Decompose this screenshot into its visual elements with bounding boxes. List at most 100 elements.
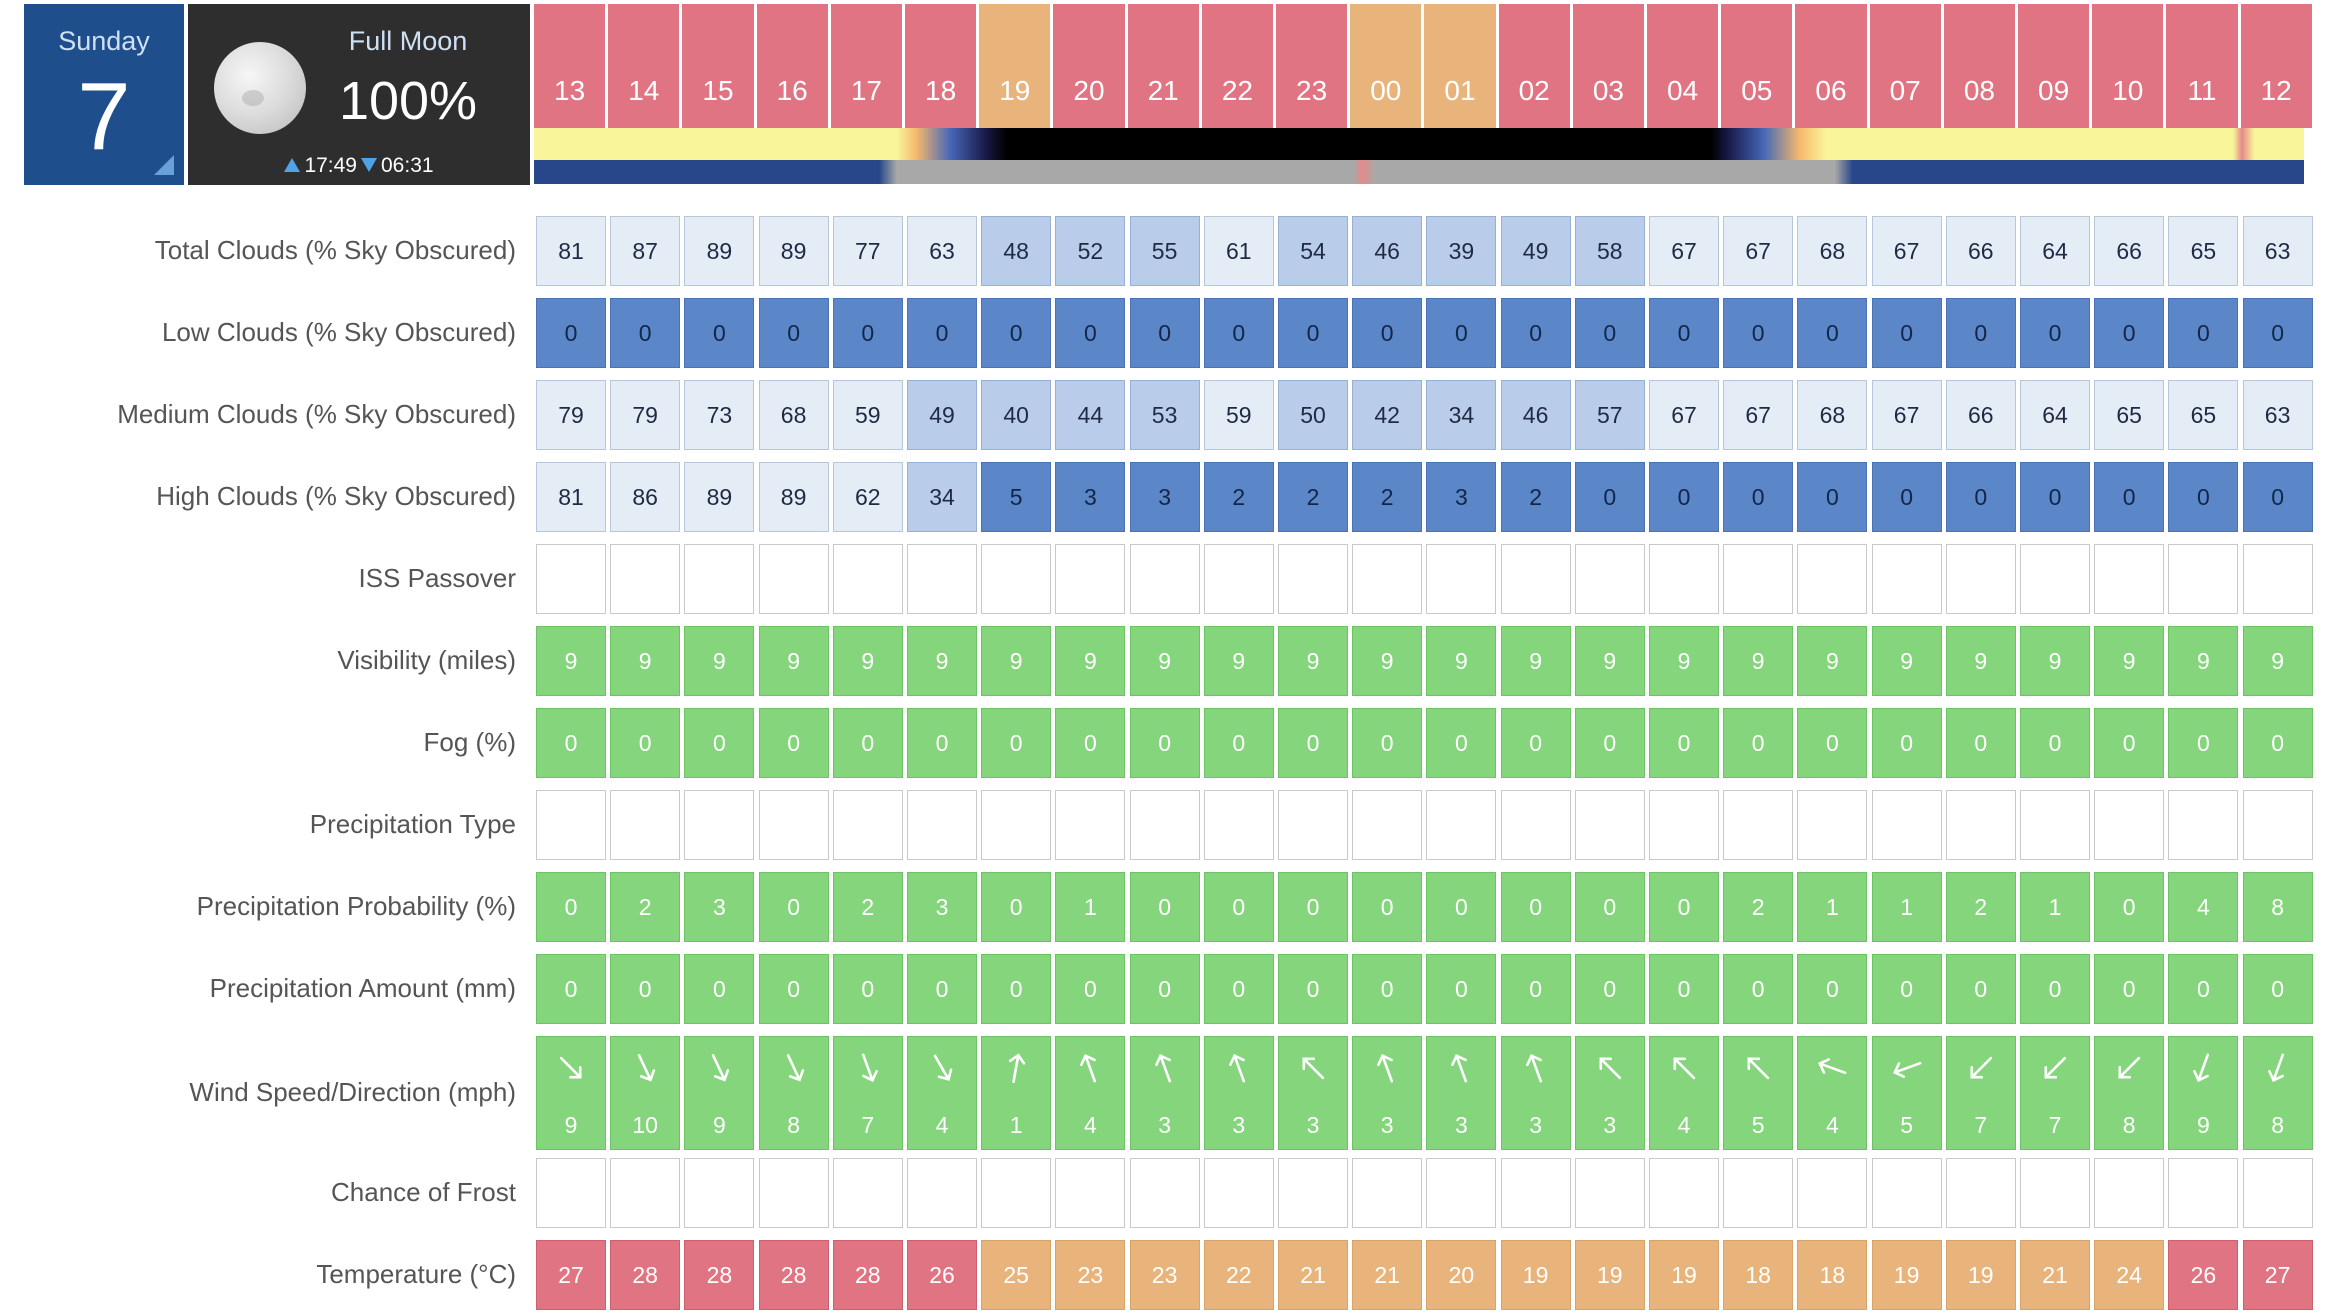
cell-precip_prob-22: 0 (1203, 872, 1274, 942)
cell-fog-06: 0 (1797, 708, 1868, 778)
wind-speed: 7 (1974, 1112, 1988, 1138)
cell-frost-14 (610, 1158, 681, 1228)
cell-precip_prob-16: 0 (758, 872, 829, 942)
cell-frost-20 (1055, 1158, 1126, 1228)
expand-corner-icon[interactable] (154, 155, 174, 175)
cell-medium_clouds-16: 68 (758, 380, 829, 450)
cell-iss_passover-03 (1574, 544, 1645, 614)
cell-precip_type-07 (1871, 790, 1942, 860)
cell-iss_passover-17 (832, 544, 903, 614)
moon-times: 17:49 06:31 (188, 154, 530, 178)
cell-visibility-04: 9 (1649, 626, 1719, 696)
wind-direction-arrow-icon (1154, 1054, 1171, 1083)
wind-speed: 1 (1009, 1112, 1023, 1138)
cell-iss_passover-23 (1278, 544, 1348, 614)
cell-precip_type-19 (981, 790, 1052, 860)
cell-medium_clouds-04: 67 (1649, 380, 1719, 450)
day-panel[interactable]: Sunday 7 (24, 4, 184, 185)
cell-precip_amount-08: 0 (1945, 954, 2016, 1024)
cell-visibility-13: 9 (536, 626, 606, 696)
cell-precip_amount-05: 0 (1723, 954, 1794, 1024)
cell-precip_type-16 (758, 790, 829, 860)
cell-precip_type-02 (1500, 790, 1571, 860)
cell-low_clouds-16: 0 (758, 298, 829, 368)
wind-speed: 3 (1380, 1112, 1394, 1138)
cell-iss_passover-12 (2242, 544, 2313, 614)
cell-precip_prob-08: 2 (1945, 872, 2016, 942)
cell-low_clouds-23: 0 (1278, 298, 1348, 368)
hour-18: 18 (905, 4, 977, 128)
cell-low_clouds-00: 0 (1352, 298, 1423, 368)
cell-high_clouds-05: 0 (1723, 462, 1794, 532)
cell-fog-13: 0 (536, 708, 606, 778)
cell-precip_amount-07: 0 (1871, 954, 1942, 1024)
cell-precip_prob-18: 3 (907, 872, 977, 942)
cell-temperature-01: 20 (1426, 1240, 1497, 1310)
cell-medium_clouds-00: 42 (1352, 380, 1423, 450)
cell-total_clouds-10: 66 (2094, 216, 2165, 286)
cell-precip_prob-10: 0 (2094, 872, 2165, 942)
cell-temperature-18: 26 (907, 1240, 977, 1310)
cell-fog-15: 0 (684, 708, 755, 778)
row-label-fog: Fog (%) (423, 727, 516, 757)
cell-wind-04: 4 (1649, 1036, 1719, 1150)
cell-fog-18: 0 (907, 708, 977, 778)
cell-wind-06: 4 (1797, 1036, 1868, 1150)
cell-medium_clouds-17: 59 (832, 380, 903, 450)
cell-low_clouds-13: 0 (536, 298, 606, 368)
row-label-frost: Chance of Frost (331, 1177, 516, 1207)
cell-precip_amount-02: 0 (1500, 954, 1571, 1024)
cell-medium_clouds-12: 63 (2242, 380, 2313, 450)
hour-17: 17 (830, 4, 902, 128)
cell-visibility-14: 9 (610, 626, 681, 696)
cell-total_clouds-03: 58 (1574, 216, 1645, 286)
row-label-precip_type: Precipitation Type (309, 809, 516, 839)
cell-low_clouds-02: 0 (1500, 298, 1571, 368)
cell-wind-15: 9 (684, 1036, 755, 1150)
cell-visibility-16: 9 (758, 626, 829, 696)
cell-iss_passover-18 (907, 544, 977, 614)
wind-speed: 9 (564, 1112, 578, 1138)
cell-frost-21 (1129, 1158, 1200, 1228)
cell-total_clouds-18: 63 (907, 216, 977, 286)
cell-low_clouds-18: 0 (907, 298, 977, 368)
wind-direction-arrow-icon (1451, 1054, 1468, 1083)
cell-iss_passover-05 (1723, 544, 1794, 614)
wind-speed: 5 (1751, 1112, 1765, 1138)
cell-frost-12 (2242, 1158, 2313, 1228)
moonlight-bar (534, 160, 2304, 184)
hour-00: 00 (1350, 4, 1422, 128)
cell-medium_clouds-10: 65 (2094, 380, 2165, 450)
cell-total_clouds-07: 67 (1871, 216, 1942, 286)
hour-20: 20 (1053, 4, 1125, 128)
cell-temperature-17: 28 (832, 1240, 903, 1310)
cell-low_clouds-11: 0 (2168, 298, 2239, 368)
cell-frost-13 (536, 1158, 606, 1228)
cell-precip_type-13 (536, 790, 606, 860)
cell-precip_prob-12: 8 (2242, 872, 2313, 942)
cell-total_clouds-04: 67 (1649, 216, 1719, 286)
cell-high_clouds-11: 0 (2168, 462, 2239, 532)
cell-frost-02 (1500, 1158, 1571, 1228)
wind-direction-arrow-icon (1080, 1054, 1097, 1083)
cell-medium_clouds-02: 46 (1500, 380, 1571, 450)
wind-direction-arrow-icon (933, 1054, 953, 1081)
cell-high_clouds-16: 89 (758, 462, 829, 532)
cell-visibility-11: 9 (2168, 626, 2239, 696)
wind-direction-arrow-icon (1599, 1057, 1621, 1080)
wind-direction-arrow-icon (637, 1054, 656, 1082)
cell-high_clouds-18: 34 (907, 462, 977, 532)
wind-speed: 4 (935, 1112, 949, 1138)
cell-precip_amount-09: 0 (2020, 954, 2090, 1024)
cell-wind-20: 4 (1055, 1036, 1126, 1150)
cell-temperature-11: 26 (2168, 1240, 2239, 1310)
hour-13: 13 (534, 4, 606, 128)
cell-fog-19: 0 (981, 708, 1052, 778)
cell-precip_prob-19: 0 (981, 872, 1052, 942)
cell-high_clouds-19: 5 (981, 462, 1052, 532)
cell-temperature-10: 24 (2094, 1240, 2165, 1310)
cell-fog-03: 0 (1574, 708, 1645, 778)
cell-temperature-07: 19 (1871, 1240, 1942, 1310)
cell-precip_type-15 (684, 790, 755, 860)
day-number: 7 (77, 63, 131, 170)
